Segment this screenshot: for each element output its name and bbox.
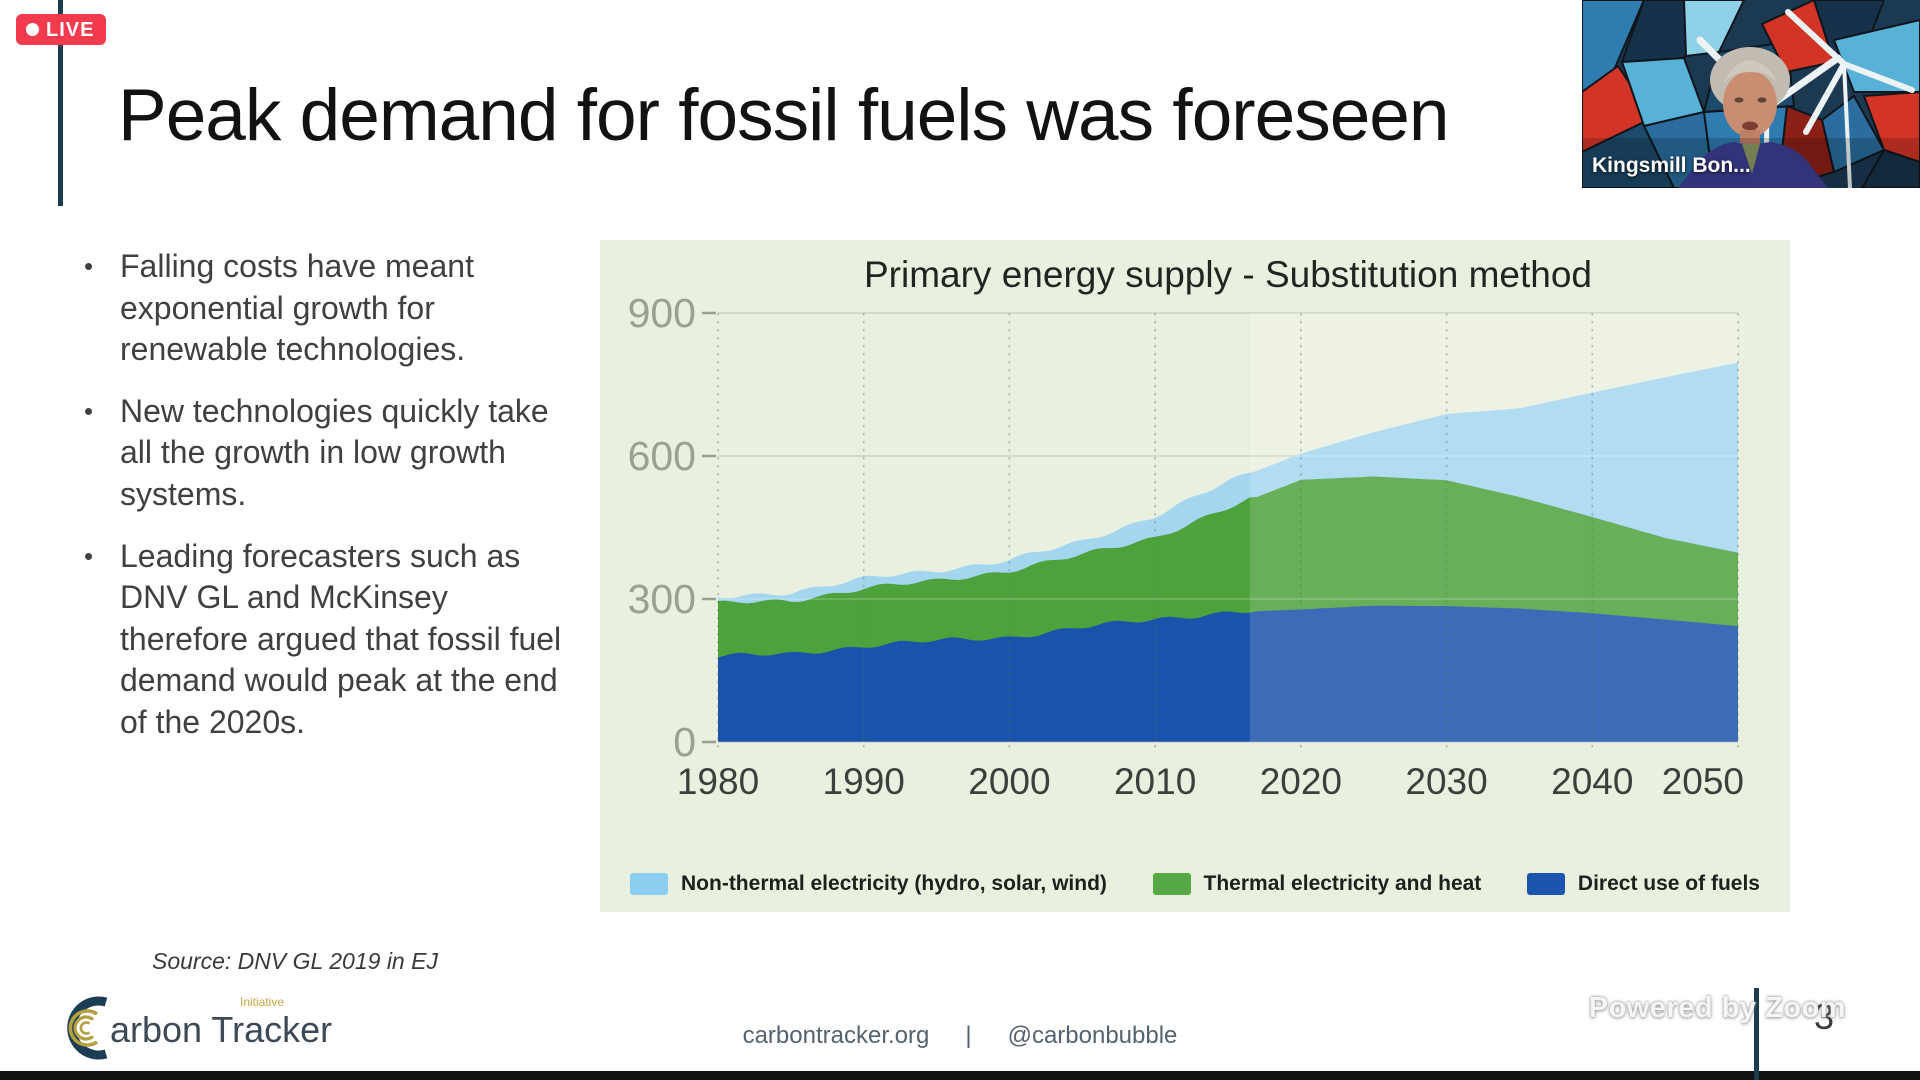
chart-legend: Non-thermal electricity (hydro, solar, w… <box>600 872 1790 896</box>
logo-gold-arc <box>68 1009 99 1047</box>
legend-item-thermal: Thermal electricity and heat <box>1152 872 1482 896</box>
non-thermal-swatch-icon <box>630 873 668 895</box>
chart-title: Primary energy supply - Substitution met… <box>863 254 1592 295</box>
bullet-item: • Leading forecasters such as DNV GL and… <box>84 536 562 744</box>
name-label-shade <box>1582 138 1920 188</box>
source-note: Source: DNV GL 2019 in EJ <box>152 948 438 974</box>
slide-footer: carbontracker.org | @carbonbubble <box>0 1022 1920 1050</box>
bullet-list: • Falling costs have meant exponential g… <box>84 246 562 764</box>
svg-text:1990: 1990 <box>823 761 905 802</box>
bullet-item: • Falling costs have meant exponential g… <box>84 246 562 371</box>
powered-by-zoom-watermark: Powered by Zoom <box>1588 992 1846 1024</box>
svg-text:600: 600 <box>628 433 696 479</box>
participant-name-label: Kingsmill Bon... <box>1592 154 1751 177</box>
stacked-area-chart: 0 300 600 900 1980 1990 2000 2010 2020 2030 2040 20… <box>628 290 1744 802</box>
slide-page-number: 3 <box>1814 996 1835 1037</box>
webcam-video-tile[interactable]: Kingsmill Bon... <box>1582 0 1920 188</box>
footer-twitter-handle: @carbonbubble <box>1007 1022 1178 1049</box>
presenter-avatar <box>1678 47 1828 188</box>
thermal-swatch-icon <box>1152 873 1191 895</box>
bullet-marker: • <box>84 395 94 426</box>
energy-supply-chart: 0 300 600 900 1980 1990 2000 2010 2020 2030 2040 20… <box>600 240 1790 912</box>
direct-use-swatch-icon <box>1526 873 1565 895</box>
footer-website: carbontracker.org <box>742 1022 930 1049</box>
logo-initiative-text: Initiative <box>240 995 284 1009</box>
bullet-text: Falling costs have meant exponential gro… <box>120 248 474 368</box>
wind-turbine-icon <box>1785 9 1915 188</box>
logo-gold-arc <box>79 1021 91 1035</box>
bullet-text: New technologies quickly take all the gr… <box>120 392 549 512</box>
logo-gold-arc <box>73 1015 95 1041</box>
bullet-marker: • <box>84 540 94 571</box>
svg-text:2010: 2010 <box>1114 761 1196 802</box>
live-badge: LIVE <box>16 14 107 45</box>
legend-label: Direct use of fuels <box>1577 872 1760 895</box>
svg-text:2040: 2040 <box>1551 761 1633 802</box>
bullet-item: • New technologies quickly take all the … <box>84 391 562 516</box>
live-badge-label: LIVE <box>46 18 95 41</box>
legend-item-non-thermal: Non-thermal electricity (hydro, solar, w… <box>630 872 1107 896</box>
svg-text:2020: 2020 <box>1260 761 1342 802</box>
svg-text:1980: 1980 <box>677 761 759 802</box>
logo-wordmark: arbon Tracker <box>110 1009 332 1050</box>
svg-text:0: 0 <box>673 719 696 765</box>
bottom-black-bar <box>0 1071 1920 1080</box>
legend-label: Non-thermal electricity (hydro, solar, w… <box>681 872 1107 895</box>
bullet-text: Leading forecasters such as DNV GL and M… <box>120 537 562 740</box>
live-dot-icon <box>26 23 39 36</box>
svg-text:2000: 2000 <box>968 761 1050 802</box>
footer-separator: | <box>965 1022 972 1049</box>
bullet-marker: • <box>84 251 94 281</box>
svg-text:2050: 2050 <box>1662 761 1744 802</box>
svg-text:900: 900 <box>628 290 696 336</box>
slide-accent-line-bottom-right <box>1754 988 1759 1080</box>
legend-label: Thermal electricity and heat <box>1203 872 1482 895</box>
slide-accent-line-top-left <box>58 0 63 206</box>
slide-title: Peak demand for fossil fuels was foresee… <box>118 75 1450 156</box>
carbon-tracker-logo-graphic: arbon Tracker Initiative <box>67 995 332 1060</box>
legend-item-direct-use: Direct use of fuels <box>1526 872 1760 896</box>
svg-text:2030: 2030 <box>1405 761 1487 802</box>
carbon-tracker-logo: arbon Tracker Initiative <box>44 990 344 1066</box>
webcam-video-frame <box>1582 0 1920 188</box>
svg-text:300: 300 <box>628 576 696 622</box>
